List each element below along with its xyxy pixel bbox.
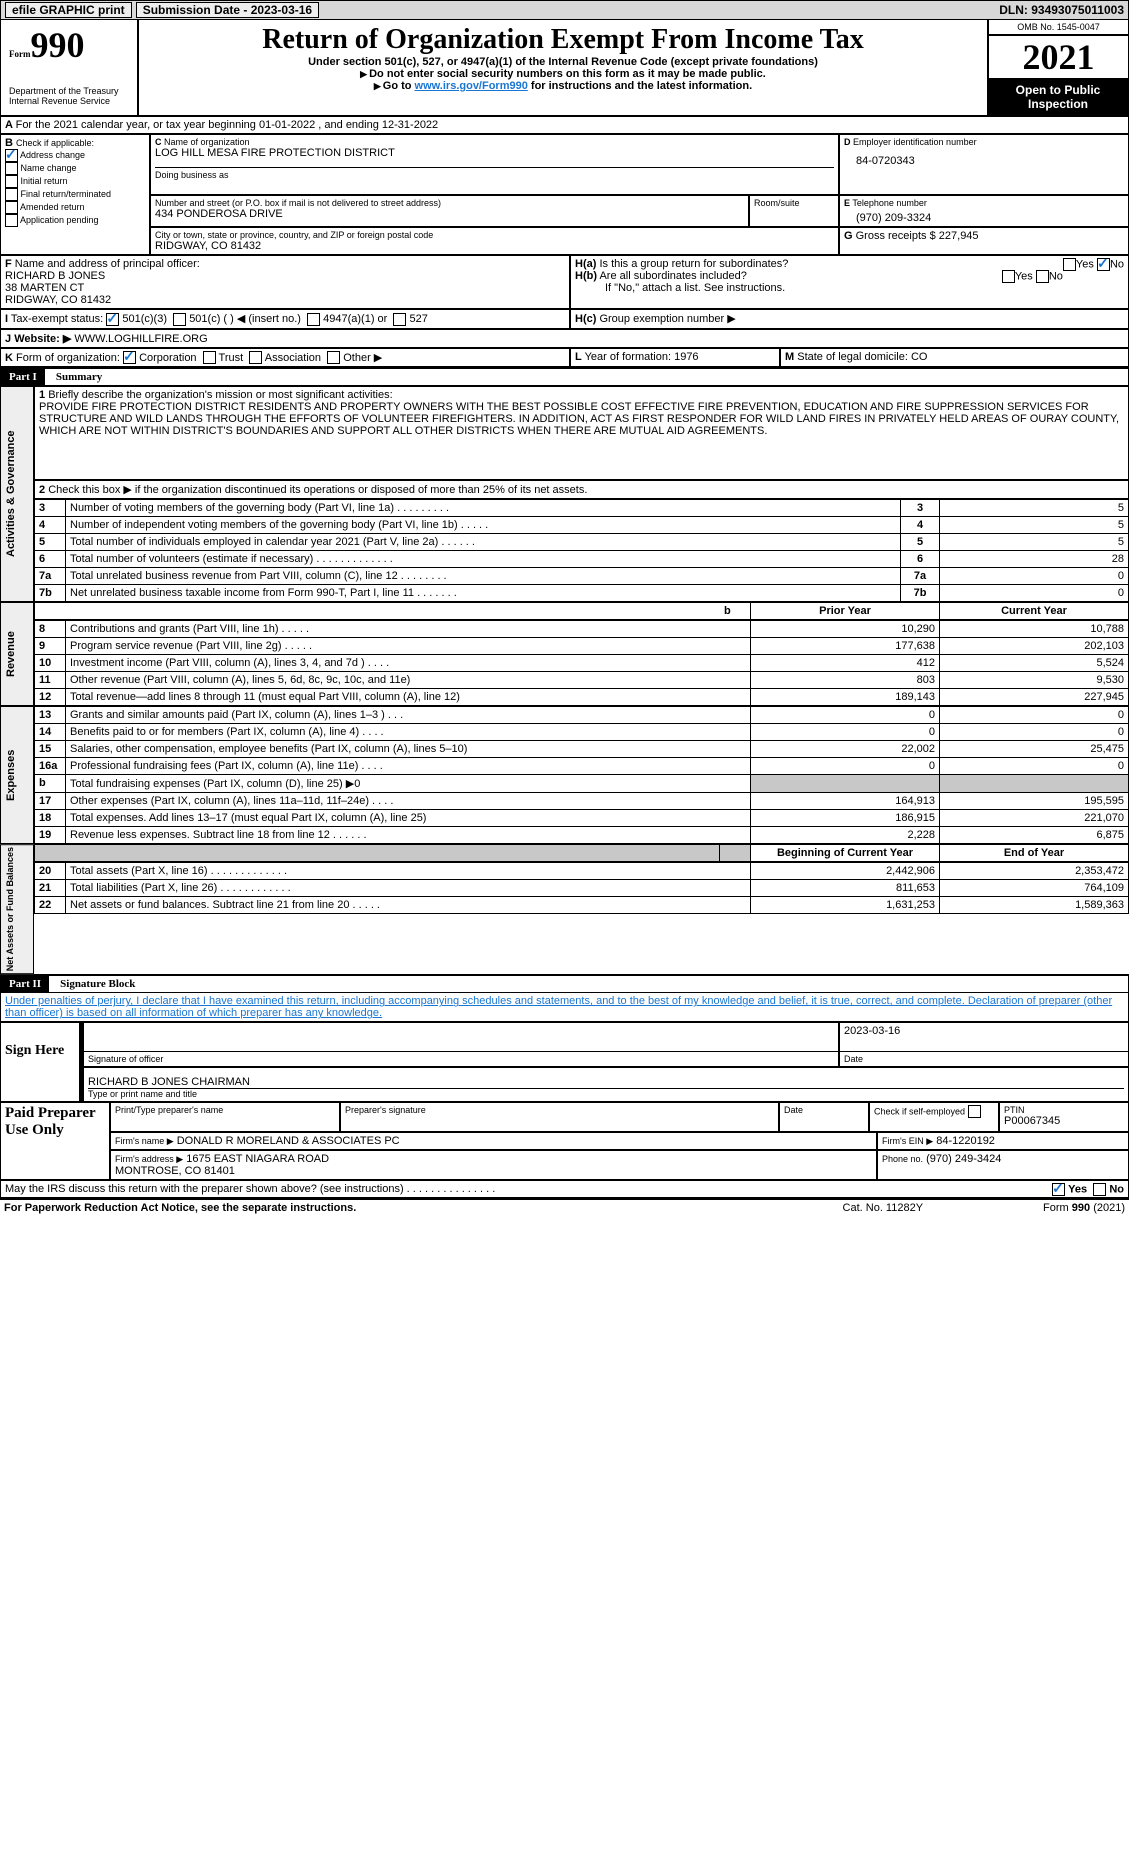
side-activities: Activities & Governance bbox=[0, 386, 34, 602]
tax-year: 2021 bbox=[988, 35, 1128, 79]
footer-right: Form 990 (2021) bbox=[1043, 1202, 1125, 1214]
omb: OMB No. 1545-0047 bbox=[988, 20, 1128, 35]
mission: PROVIDE FIRE PROTECTION DISTRICT RESIDEN… bbox=[39, 401, 1119, 437]
city: RIDGWAY, CO 81432 bbox=[155, 240, 834, 252]
dept: Department of the Treasury Internal Reve… bbox=[9, 86, 129, 106]
public-inspection: Open to Public Inspection bbox=[988, 79, 1128, 115]
part-i-header: Part I bbox=[1, 369, 45, 385]
section-b: B Check if applicable: Address change Na… bbox=[0, 134, 150, 255]
side-revenue: Revenue bbox=[0, 602, 34, 706]
gross-receipts: 227,945 bbox=[939, 230, 979, 242]
form-header: Form990 Department of the Treasury Inter… bbox=[0, 20, 1129, 115]
dln: DLN: 93493075011003 bbox=[999, 3, 1124, 17]
submission-btn: Submission Date - 2023-03-16 bbox=[136, 2, 319, 18]
efile-btn[interactable]: efile GRAPHIC print bbox=[5, 2, 132, 18]
sign-here: Sign Here bbox=[0, 1022, 80, 1102]
paid-preparer: Paid Preparer Use Only bbox=[0, 1102, 110, 1180]
side-expenses: Expenses bbox=[0, 706, 34, 844]
declaration: Under penalties of perjury, I declare th… bbox=[0, 993, 1129, 1022]
footer-left: For Paperwork Reduction Act Notice, see … bbox=[4, 1202, 356, 1214]
firm-name: DONALD R MORELAND & ASSOCIATES PC bbox=[177, 1135, 400, 1147]
org-name: LOG HILL MESA FIRE PROTECTION DISTRICT bbox=[155, 147, 834, 159]
section-a: A For the 2021 calendar year, or tax yea… bbox=[0, 115, 1129, 134]
officer-name: RICHARD B JONES bbox=[5, 270, 105, 282]
footer-mid: Cat. No. 11282Y bbox=[843, 1202, 924, 1214]
officer-sig-name: RICHARD B JONES CHAIRMAN bbox=[88, 1076, 1124, 1088]
topbar: efile GRAPHIC print Submission Date - 20… bbox=[0, 0, 1129, 20]
street: 434 PONDEROSA DRIVE bbox=[155, 208, 744, 220]
irs-link[interactable]: www.irs.gov/Form990 bbox=[415, 80, 528, 92]
ein: 84-0720343 bbox=[844, 147, 1124, 167]
website: WWW.LOGHILLFIRE.ORG bbox=[74, 333, 207, 345]
part-ii-header: Part II bbox=[1, 976, 49, 992]
form-title: Return of Organization Exempt From Incom… bbox=[147, 24, 979, 56]
side-netassets: Net Assets or Fund Balances bbox=[0, 844, 34, 974]
phone: (970) 209-3324 bbox=[844, 208, 1124, 224]
form-subtitle: Under section 501(c), 527, or 4947(a)(1)… bbox=[147, 56, 979, 68]
